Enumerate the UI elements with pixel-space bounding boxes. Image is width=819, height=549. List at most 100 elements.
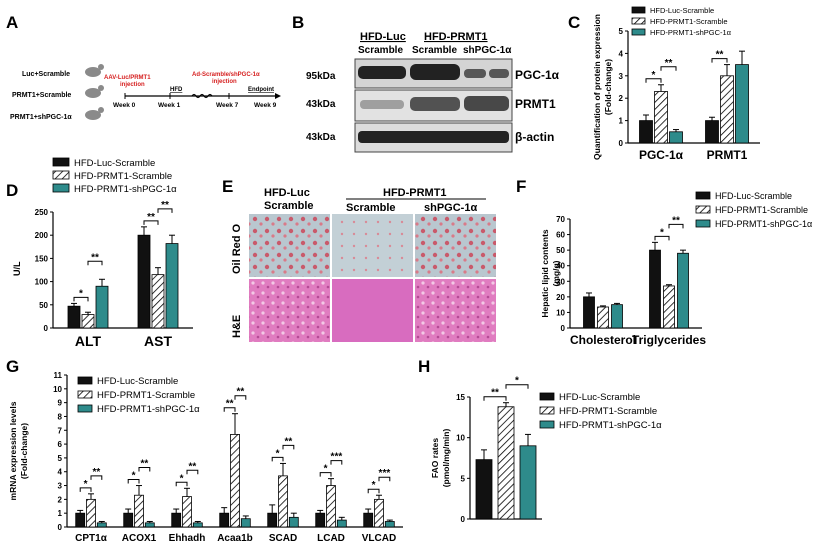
y-tick-label: 7: [58, 426, 63, 435]
y-tick-label: 1: [619, 117, 624, 126]
legend-label: HFD-PRMT1-shPGC-1α: [74, 184, 177, 195]
sig-bracket: [79, 487, 92, 492]
bar: [75, 512, 86, 528]
bar: [278, 475, 288, 528]
y-tick-label: 9: [58, 399, 63, 408]
bar: [315, 512, 326, 528]
sig-bracket: [668, 223, 684, 229]
group-label-2: PRMT1+Scramble: [12, 92, 71, 99]
legend-label: HFD-Luc-Scramble: [74, 158, 155, 169]
legend-swatch: [631, 6, 646, 14]
sig-mark: ***: [331, 452, 343, 463]
bar: [336, 519, 347, 528]
bar: [611, 304, 623, 329]
legend-swatch: [52, 157, 70, 167]
sig-bracket: [73, 296, 89, 302]
y-axis-label: mRNA expression levels(Fold-change): [8, 401, 29, 500]
group-label-3: PRMT1+shPGC-1α: [10, 114, 72, 121]
sig-mark: *: [372, 480, 376, 491]
panel-letter: H: [418, 357, 430, 376]
blot-protein-2: PRMT1: [515, 97, 556, 111]
y-axis-label: Quantification of protein expression(Fol…: [592, 14, 613, 160]
legend-label: HFD-PRMT1-shPGC-1α: [715, 219, 812, 229]
bar: [144, 522, 155, 528]
y-tick-label: 200: [35, 231, 49, 240]
y-tick-label: 6: [58, 440, 63, 449]
sig-mark: **: [141, 459, 149, 470]
category-label: PRMT1: [707, 148, 748, 162]
bar: [151, 274, 165, 329]
category-label: Ehhadh: [169, 533, 206, 544]
y-tick-label: 0: [561, 324, 566, 333]
histo-he-sh: [415, 279, 496, 342]
legend-swatch: [695, 205, 711, 214]
y-axis-label: FAO rates(pmol/mg/min): [430, 429, 451, 488]
legend-label: HFD-PRMT1-Scramble: [715, 205, 808, 215]
sig-mark: *: [515, 376, 519, 387]
blot-mw-1: 95kDa: [306, 71, 336, 82]
y-axis-label: Hepatic lipid contents(mg/g): [540, 229, 561, 318]
legend-swatch: [631, 17, 646, 25]
legend-label: HFD-PRMT1-Scramble: [559, 406, 657, 417]
bar: [288, 516, 299, 528]
bar: [475, 459, 493, 520]
sig-bracket: [483, 396, 507, 401]
bar: [81, 314, 95, 329]
y-tick-label: 40: [556, 262, 565, 271]
timeline-break: [191, 93, 213, 99]
y-tick-label: 0: [44, 324, 49, 333]
sig-mark: **: [716, 50, 724, 61]
blot-mw-3: 43kDa: [306, 132, 336, 143]
sig-mark: *: [660, 227, 664, 238]
bar: [182, 496, 192, 528]
y-tick-label: 0: [461, 515, 466, 524]
sig-bracket: [505, 384, 529, 389]
y-tick-label: 10: [53, 385, 62, 394]
sig-bracket: [319, 472, 332, 477]
week-9: Week 9: [254, 102, 277, 109]
blot-group-prmt1: HFD-PRMT1: [424, 31, 488, 43]
bar: [219, 512, 230, 528]
sig-mark: *: [132, 471, 136, 482]
group-label-1: Luc+Scramble: [22, 71, 70, 78]
injection2-label: Ad-Scramble/shPGC-1α: [192, 72, 260, 78]
sig-mark: **: [672, 215, 680, 226]
histo-row-oil: Oil Red O: [231, 223, 243, 274]
category-label: Triglycerides: [632, 333, 706, 347]
blot-group-luc: HFD-Luc: [360, 31, 406, 43]
bar: [649, 249, 661, 329]
y-tick-label: 0: [619, 139, 624, 148]
week-0: Week 0: [113, 102, 136, 109]
bar: [735, 64, 749, 144]
y-tick-label: 5: [461, 474, 466, 483]
y-tick-label: 3: [58, 482, 63, 491]
legend-label: HFD-Luc-Scramble: [97, 376, 178, 387]
sig-mark: **: [285, 436, 293, 447]
sig-mark: **: [237, 387, 245, 398]
sig-mark: *: [276, 448, 280, 459]
sig-bracket: [138, 467, 151, 472]
bar: [720, 75, 734, 144]
sig-bracket: [143, 220, 159, 225]
sig-mark: *: [652, 70, 656, 81]
blot-bands: [358, 64, 509, 143]
category-label: ACOX1: [122, 533, 157, 544]
bar: [497, 406, 515, 520]
bar: [705, 120, 719, 144]
category-label: CPT1α: [75, 533, 108, 544]
legend-label: HFD-PRMT1-Scramble: [74, 171, 172, 182]
panel-g-chart: G 0 1 2 3 4 5 6 7 8 9 10 11 mRNA expression levels(Fo…: [6, 357, 403, 544]
category-label: AST: [144, 333, 172, 349]
endpoint-label: Endpoint: [248, 87, 274, 93]
y-tick-label: 20: [556, 293, 565, 302]
y-tick-label: 250: [35, 208, 49, 217]
blot-lane-2: Scramble: [412, 45, 457, 56]
legend-label: HFD-Luc-Scramble: [715, 191, 792, 201]
legend-swatch: [52, 183, 70, 193]
bar: [240, 518, 251, 528]
bar: [86, 498, 96, 528]
panel-letter: F: [516, 177, 526, 196]
panel-e: E HFD-Luc Scramble HFD-PRMT1 Scramble sh…: [222, 177, 496, 342]
